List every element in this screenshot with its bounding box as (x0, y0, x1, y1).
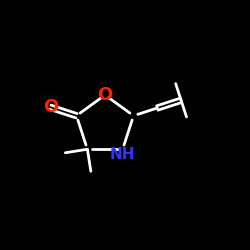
Text: O: O (43, 98, 58, 116)
Text: O: O (98, 86, 112, 104)
Text: NH: NH (110, 147, 136, 162)
